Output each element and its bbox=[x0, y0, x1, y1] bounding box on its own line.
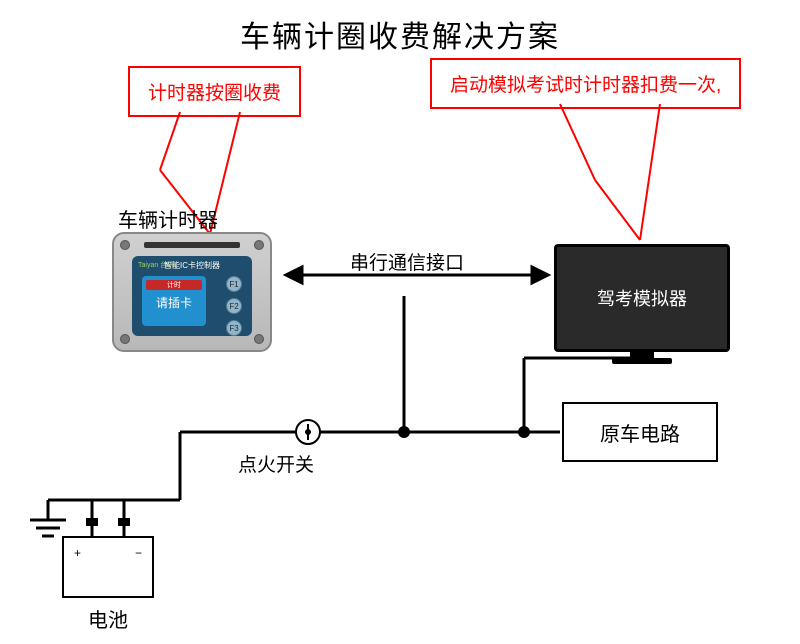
ignition-dot bbox=[305, 429, 311, 435]
ground-icon bbox=[30, 520, 66, 536]
timer-face: Taiyan 台研 智能IC卡控制器 计时 请插卡 F1 F2 F3 bbox=[132, 256, 252, 336]
monitor-stand-base bbox=[612, 358, 672, 364]
page-title-text: 车辆计圈收费解决方案 bbox=[240, 21, 560, 54]
screw-icon bbox=[120, 240, 130, 250]
screw-icon bbox=[254, 334, 264, 344]
circuit-text: 原车电路 bbox=[600, 418, 680, 447]
callout-right: 启动模拟考试时计时器扣费一次, bbox=[430, 58, 741, 109]
screw-icon bbox=[120, 334, 130, 344]
timer-btn-f2[interactable]: F2 bbox=[226, 298, 242, 314]
battery-plus-icon: + bbox=[74, 546, 81, 560]
serial-label: 串行通信接口 bbox=[350, 248, 464, 275]
timer-label: 车辆计时器 bbox=[118, 204, 218, 233]
simulator-device: 驾考模拟器 bbox=[554, 244, 730, 352]
wire-node-1 bbox=[398, 426, 410, 438]
timer-btn-f1[interactable]: F1 bbox=[226, 276, 242, 292]
ignition-switch-circle bbox=[296, 420, 320, 444]
timer-btn-f3[interactable]: F3 bbox=[226, 320, 242, 336]
timer-header: 智能IC卡控制器 bbox=[138, 260, 246, 271]
lcd-line1: 请插卡 bbox=[156, 294, 192, 311]
timer-buttons: F1 F2 F3 bbox=[226, 276, 242, 336]
circuit-box: 原车电路 bbox=[562, 402, 718, 462]
timer-lcd: 计时 请插卡 bbox=[142, 276, 206, 326]
ignition-label: 点火开关 bbox=[238, 450, 314, 477]
batt-cap1 bbox=[86, 518, 98, 526]
callout-left: 计时器按圈收费 bbox=[128, 66, 301, 117]
timer-device: Taiyan 台研 智能IC卡控制器 计时 请插卡 F1 F2 F3 bbox=[112, 232, 272, 352]
card-slot bbox=[144, 242, 240, 248]
callout-right-text: 启动模拟考试时计时器扣费一次, bbox=[450, 75, 721, 96]
battery-box: + − bbox=[62, 536, 154, 598]
lcd-banner: 计时 bbox=[146, 280, 202, 290]
simulator-text: 驾考模拟器 bbox=[597, 285, 687, 311]
screw-icon bbox=[254, 240, 264, 250]
page-title: 车辆计圈收费解决方案 bbox=[0, 12, 800, 56]
wire-node-2 bbox=[518, 426, 530, 438]
battery-minus-icon: − bbox=[135, 546, 142, 560]
batt-cap2 bbox=[118, 518, 130, 526]
callout-pointer-right bbox=[560, 104, 660, 240]
callout-left-text: 计时器按圈收费 bbox=[148, 83, 281, 104]
battery-label: 电池 bbox=[88, 604, 128, 633]
